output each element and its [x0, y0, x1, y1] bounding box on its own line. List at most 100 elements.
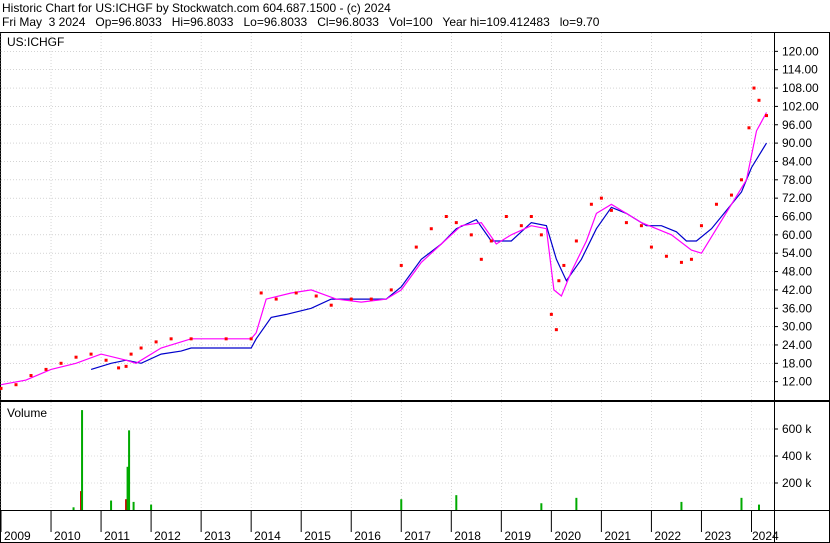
volume-gridlines [0, 402, 774, 510]
price-tick-label: 48.00 [782, 265, 812, 279]
price-point [444, 215, 448, 218]
chart-header-title: Historic Chart for US:ICHGF by Stockwatc… [2, 1, 391, 15]
price-point [117, 366, 121, 370]
price-tick-label: 84.00 [782, 154, 812, 168]
price-point [679, 260, 683, 264]
price-point [562, 263, 566, 267]
price-point [454, 221, 458, 225]
price-point [729, 193, 733, 197]
x-axis-ticks: 2009 2010 2011 2012 2013 2014 2015 2016 2017 2018… [0, 510, 779, 543]
price-point [14, 383, 18, 387]
x-tick-label: 2010 [54, 529, 81, 543]
price-point [539, 233, 543, 237]
price-point [429, 227, 433, 231]
price-point [504, 215, 508, 218]
price-point [274, 297, 278, 301]
symbol-label: US:ICHGF [7, 35, 64, 49]
price-tick-label: 60.00 [782, 228, 812, 242]
price-point [349, 297, 353, 301]
x-tick-label: 2018 [454, 529, 481, 543]
volume-bar [125, 499, 128, 510]
price-point [589, 202, 593, 206]
x-axis: 2009 2010 2011 2012 2013 2014 2015 2016 2017 2018… [0, 510, 830, 543]
price-point [249, 337, 253, 341]
volume-bar [80, 491, 83, 510]
x-tick-label: 2022 [654, 529, 681, 543]
chart-header-quote: Fri May 3 2024 Op=96.8033 Hi=96.8033 Lo=… [2, 15, 600, 29]
price-point [74, 355, 78, 359]
price-tick-label: 30.00 [782, 320, 812, 334]
price-tick-label: 108.00 [782, 81, 819, 95]
price-point [649, 245, 653, 249]
price-point [29, 374, 33, 378]
price-point [0, 386, 3, 390]
moving-average-long-line [90, 142, 768, 370]
x-tick-label: 2017 [404, 529, 431, 543]
price-point [752, 86, 756, 90]
price-tick-label: 66.00 [782, 210, 812, 224]
price-point [689, 257, 693, 261]
price-point [224, 337, 228, 341]
x-tick-label: 2024 [752, 529, 779, 543]
price-panel: US:ICHGF 120.00 114.00 108.00 102.00 96.00 90… [0, 32, 830, 401]
x-tick-label: 2009 [4, 529, 31, 543]
price-tick-label: 72.00 [782, 191, 812, 205]
price-point [294, 291, 298, 295]
price-point [189, 337, 193, 341]
price-tick-label: 102.00 [782, 99, 819, 113]
price-point [639, 224, 643, 228]
price-gridlines [0, 33, 774, 400]
price-point [59, 361, 63, 365]
price-point [399, 263, 403, 267]
price-point [139, 346, 143, 350]
price-point [529, 215, 533, 218]
volume-label: Volume [7, 406, 47, 420]
volume-bar [81, 410, 84, 510]
price-point [574, 239, 578, 243]
volume-tick-label: 400 k [782, 449, 812, 463]
price-tick-label: 42.00 [782, 283, 812, 297]
volume-tick-label: 200 k [782, 476, 812, 490]
price-point [44, 367, 48, 371]
price-tick-label: 78.00 [782, 173, 812, 187]
moving-average-short-line [0, 112, 768, 386]
x-tick-label: 2012 [154, 529, 181, 543]
price-point [599, 196, 603, 200]
x-tick-label: 2020 [554, 529, 581, 543]
price-point [479, 257, 483, 261]
x-tick-label: 2013 [204, 529, 231, 543]
price-point [154, 340, 158, 344]
volume-tick-label: 600 k [782, 422, 812, 436]
x-tick-label: 2019 [504, 529, 531, 543]
x-tick-label: 2023 [704, 529, 731, 543]
price-point [89, 352, 93, 356]
price-tick-label: 114.00 [782, 63, 818, 77]
volume-bar [132, 501, 135, 510]
x-tick-label: 2011 [104, 529, 130, 543]
price-tick-label: 24.00 [782, 338, 812, 352]
price-tick-label: 36.00 [782, 301, 812, 315]
volume-bar [740, 497, 743, 510]
price-tick-label: 90.00 [782, 136, 812, 150]
volume-bar [72, 507, 75, 510]
volume-bar [400, 499, 403, 510]
price-point [104, 358, 108, 362]
price-point [549, 312, 553, 316]
price-point [124, 364, 128, 368]
price-point [557, 279, 561, 283]
x-tick-label: 2015 [304, 529, 331, 543]
price-points [0, 86, 768, 390]
price-tick-label: 54.00 [782, 246, 812, 260]
volume-bar [540, 503, 543, 510]
price-point [129, 352, 133, 356]
volume-bars [72, 410, 760, 510]
price-point [489, 239, 493, 243]
price-point [519, 224, 523, 228]
price-point [369, 297, 373, 301]
volume-bar [110, 500, 113, 510]
price-point [747, 126, 751, 130]
price-point [469, 233, 473, 237]
x-tick-label: 2016 [354, 529, 381, 543]
volume-bar [757, 504, 760, 510]
